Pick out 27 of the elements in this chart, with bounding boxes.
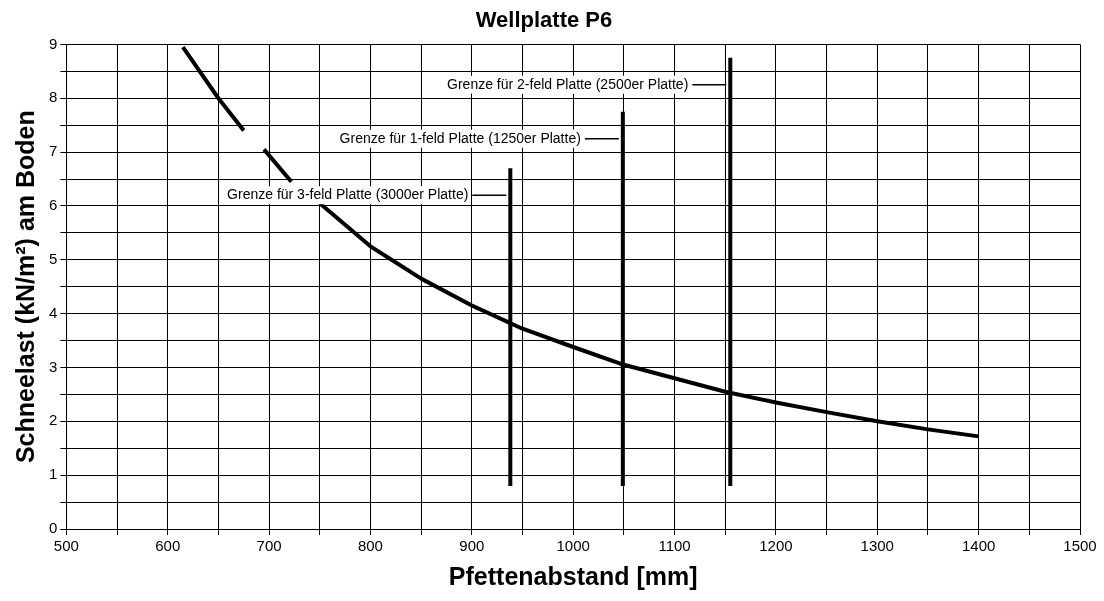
x-tick-label: 1400: [961, 537, 996, 555]
y-tick-label: 4: [49, 303, 58, 321]
chart-title: Wellplatte P6: [475, 7, 613, 33]
y-tick-label: 1: [49, 465, 58, 483]
x-tick-label: 900: [459, 537, 485, 555]
annotation: Grenze für 3-feld Platte (3000er Platte): [227, 186, 469, 203]
x-tick-label: 700: [256, 537, 282, 555]
y-tick-label: 9: [49, 34, 58, 52]
x-axis-title: Pfettenabstand [mm]: [448, 561, 698, 590]
x-tick-label: 1500: [1063, 537, 1097, 555]
y-tick-label: 8: [49, 88, 58, 106]
x-tick-label: 1000: [556, 537, 590, 555]
y-tick-label: 7: [49, 142, 58, 160]
x-tick-label: 500: [53, 537, 79, 555]
x-tick-label: 1300: [860, 537, 894, 555]
y-axis-title: Schneelast (kN/m²) am Boden: [10, 110, 39, 464]
x-tick-label: 1200: [759, 537, 793, 555]
x-tick-label: 1100: [658, 537, 691, 555]
annotation: Grenze für 1-feld Platte (1250er Platte): [339, 129, 581, 146]
y-tick-label: 2: [49, 411, 58, 429]
y-tick-label: 6: [49, 196, 58, 214]
annotation: Grenze für 2-feld Platte (2500er Platte): [447, 75, 689, 92]
x-tick-label: 600: [155, 537, 181, 555]
x-tick-label: 800: [357, 537, 383, 555]
y-tick-label: 3: [49, 357, 58, 375]
y-tick-label: 0: [49, 519, 58, 537]
y-tick-label: 5: [49, 249, 58, 267]
